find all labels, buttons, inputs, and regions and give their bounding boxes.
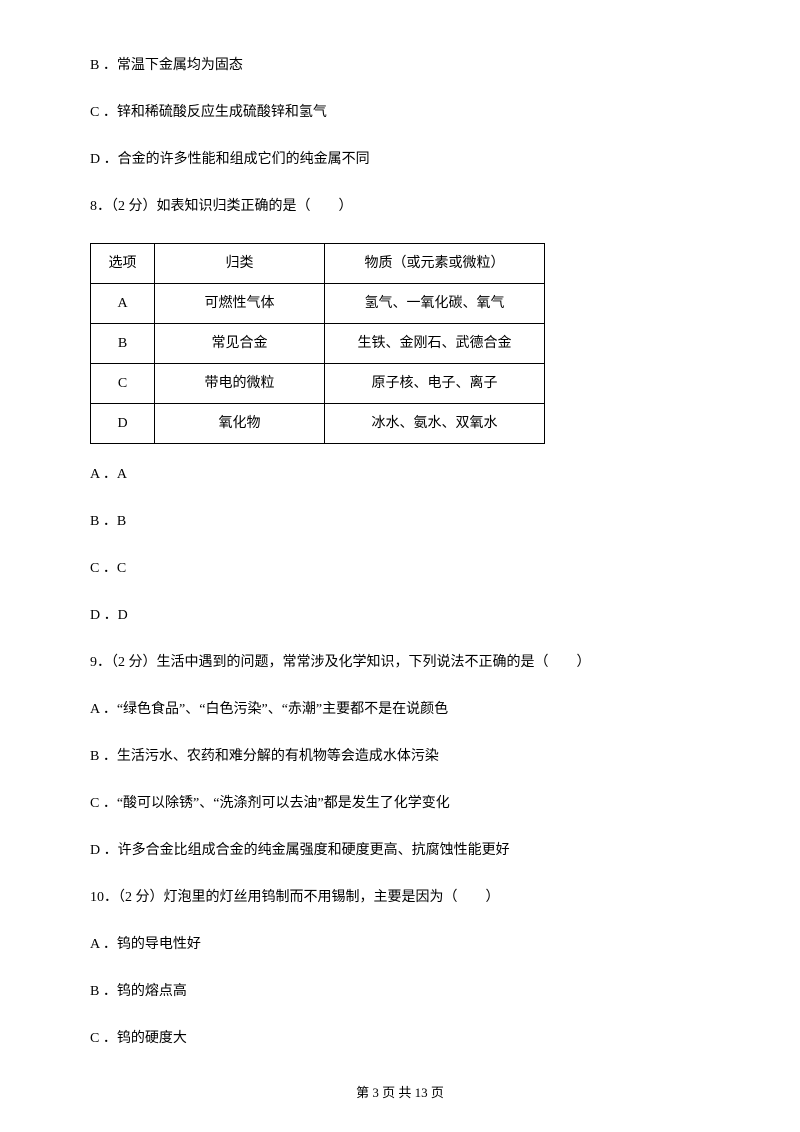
- option-text: B ．常温下金属均为固态: [90, 55, 710, 76]
- table-cell: B: [91, 324, 155, 364]
- table-cell: 冰水、氨水、双氧水: [325, 404, 545, 444]
- table-row: B 常见合金 生铁、金刚石、武德合金: [91, 324, 545, 364]
- question-9: 9．（2 分）生活中遇到的问题，常常涉及化学知识，下列说法不正确的是（ ）: [90, 652, 710, 673]
- table-cell: 生铁、金刚石、武德合金: [325, 324, 545, 364]
- option-text: D ．许多合金比组成合金的纯金属强度和硬度更高、抗腐蚀性能更好: [90, 840, 710, 861]
- table-cell: A: [91, 284, 155, 324]
- table-cell: 氢气、一氧化碳、氧气: [325, 284, 545, 324]
- option-text: B ．B: [90, 511, 710, 532]
- table-cell: 带电的微粒: [155, 364, 325, 404]
- option-text: B ．钨的熔点高: [90, 981, 710, 1002]
- option-text: C ．C: [90, 558, 710, 579]
- question-8: 8．（2 分）如表知识归类正确的是（ ）: [90, 196, 710, 217]
- table-cell: 常见合金: [155, 324, 325, 364]
- option-text: B ．生活污水、农药和难分解的有机物等会造成水体污染: [90, 746, 710, 767]
- option-text: A ．“绿色食品”、“白色污染”、“赤潮”主要都不是在说颜色: [90, 699, 710, 720]
- table-cell: C: [91, 364, 155, 404]
- option-text: D ．D: [90, 605, 710, 626]
- table-header-cell: 选项: [91, 244, 155, 284]
- option-text: A ．A: [90, 464, 710, 485]
- table-row: D 氧化物 冰水、氨水、双氧水: [91, 404, 545, 444]
- table-header-cell: 物质（或元素或微粒）: [325, 244, 545, 284]
- table-cell: 可燃性气体: [155, 284, 325, 324]
- option-text: C ．钨的硬度大: [90, 1028, 710, 1049]
- option-text: C ．“酸可以除锈”、“洗涤剂可以去油”都是发生了化学变化: [90, 793, 710, 814]
- question-10: 10．（2 分）灯泡里的灯丝用钨制而不用锡制，主要是因为（ ）: [90, 887, 710, 908]
- option-text: C ．锌和稀硫酸反应生成硫酸锌和氢气: [90, 102, 710, 123]
- option-text: D ．合金的许多性能和组成它们的纯金属不同: [90, 149, 710, 170]
- table-header-row: 选项 归类 物质（或元素或微粒）: [91, 244, 545, 284]
- table-cell: D: [91, 404, 155, 444]
- table-row: C 带电的微粒 原子核、电子、离子: [91, 364, 545, 404]
- page-footer: 第 3 页 共 13 页: [0, 1083, 800, 1103]
- classification-table: 选项 归类 物质（或元素或微粒） A 可燃性气体 氢气、一氧化碳、氧气 B 常见…: [90, 243, 545, 444]
- table-cell: 原子核、电子、离子: [325, 364, 545, 404]
- table-row: A 可燃性气体 氢气、一氧化碳、氧气: [91, 284, 545, 324]
- table-header-cell: 归类: [155, 244, 325, 284]
- table-cell: 氧化物: [155, 404, 325, 444]
- option-text: A ．钨的导电性好: [90, 934, 710, 955]
